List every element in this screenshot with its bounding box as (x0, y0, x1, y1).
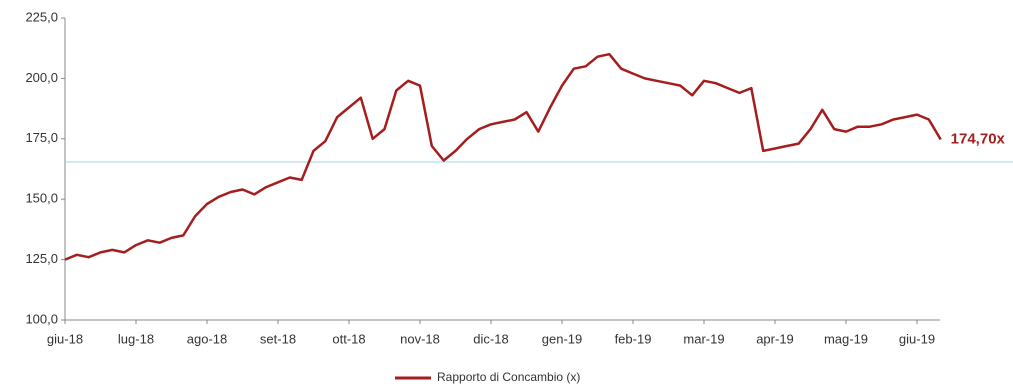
data-label: 174,70x (951, 130, 1006, 147)
y-tick-label: 225,0 (25, 9, 58, 24)
x-tick-label: ott-18 (332, 331, 365, 346)
x-tick-label: lug-18 (118, 331, 154, 346)
y-tick-label: 100,0 (25, 311, 58, 326)
y-tick-label: 175,0 (25, 130, 58, 145)
x-tick-label: feb-19 (615, 331, 652, 346)
legend-label: Rapporto di Concambio (x) (437, 370, 580, 384)
x-tick-label: mar-19 (683, 331, 724, 346)
x-tick-label: dic-18 (473, 331, 508, 346)
x-tick-label: giu-19 (899, 331, 935, 346)
x-tick-label: mag-19 (824, 331, 868, 346)
y-tick-label: 150,0 (25, 191, 58, 206)
x-tick-label: apr-19 (756, 331, 794, 346)
x-tick-label: nov-18 (400, 331, 440, 346)
line (64, 52, 942, 261)
y-tick-label: 200,0 (25, 70, 58, 85)
x-tick-label: giu-18 (47, 331, 83, 346)
y-tick-label: 125,0 (25, 251, 58, 266)
x-tick-label: set-18 (260, 331, 296, 346)
x-tick-label: ago-18 (187, 331, 227, 346)
x-tick-label: gen-19 (542, 331, 582, 346)
